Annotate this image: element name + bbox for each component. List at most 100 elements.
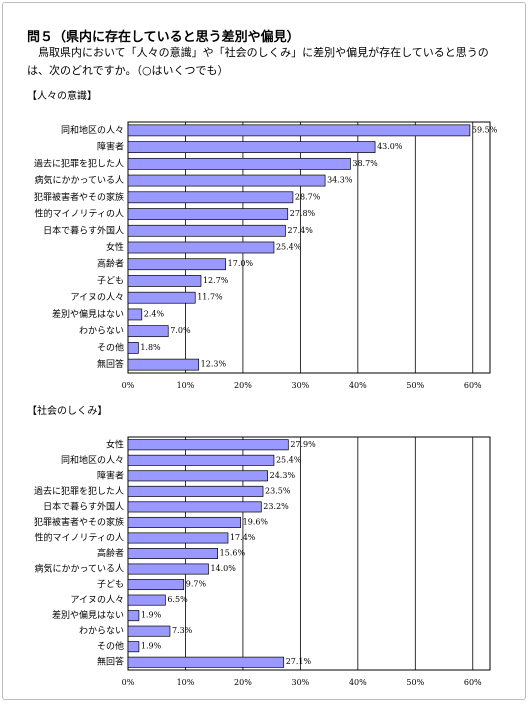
category-label: 子ども (97, 275, 124, 286)
x-tick-label: 50% (406, 381, 424, 390)
bar (127, 579, 185, 591)
bar (127, 342, 139, 354)
value-label: 6.5% (167, 595, 188, 604)
bar (127, 308, 143, 321)
bar (127, 454, 275, 466)
x-tick-label: 20% (234, 381, 252, 390)
x-tick-label: 20% (234, 678, 252, 687)
bar (127, 610, 140, 622)
category-label: 障害者 (97, 469, 124, 481)
bar (127, 241, 275, 254)
x-tick-label: 60% (464, 678, 482, 687)
category-label: 日本で暮らす外国人 (43, 224, 124, 236)
category-label: わからない (79, 626, 124, 637)
category-label: 同和地区の人々 (61, 454, 124, 466)
category-label: 同和地区の人々 (61, 124, 124, 136)
bar (127, 485, 264, 497)
category-label: 日本で暮らす外国人 (43, 500, 124, 512)
bar (127, 625, 171, 637)
category-label: わからない (79, 326, 124, 337)
x-tick-label: 40% (349, 678, 367, 687)
bar (127, 501, 262, 513)
category-label: 病気にかかっている人 (34, 563, 124, 575)
x-tick-label: 0% (122, 678, 135, 687)
category-label: 犯罪被害者やその家族 (34, 191, 124, 203)
value-label: 17.4% (230, 533, 256, 542)
value-label: 14.0% (210, 564, 236, 573)
value-label: 1.9% (141, 642, 162, 651)
bar (127, 157, 351, 170)
value-label: 27.9% (290, 440, 316, 449)
bar (127, 563, 209, 575)
category-label: 性的マイノリティの人 (35, 531, 124, 543)
category-label: 病気にかかっている人 (34, 174, 124, 186)
section-title: 【社会のしくみ】 (27, 404, 107, 417)
value-label: 23.5% (265, 486, 291, 495)
value-label: 43.0% (377, 142, 403, 151)
bar (127, 291, 196, 304)
value-label: 9.7% (186, 580, 207, 589)
value-label: 23.2% (263, 502, 289, 511)
bar (127, 141, 376, 153)
value-label: 38.7% (352, 159, 378, 168)
category-label: 犯罪被害者やその家族 (34, 516, 124, 528)
value-label: 25.4% (276, 243, 302, 252)
category-label: 過去に犯罪を犯した人 (34, 157, 124, 169)
bar (127, 656, 285, 668)
category-label: 差別や偏見はない (52, 308, 124, 320)
value-label: 25.4% (276, 455, 302, 464)
category-label: アイヌの人々 (70, 292, 124, 303)
value-label: 15.6% (220, 549, 246, 558)
bar (127, 470, 268, 482)
bar (127, 594, 166, 606)
value-label: 17.0% (228, 259, 254, 268)
bar (127, 358, 200, 371)
value-label: 27.1% (286, 657, 312, 666)
value-label: 27.8% (290, 209, 316, 218)
category-label: 過去に犯罪を犯した人 (34, 485, 124, 497)
question-text: 鳥取県内において「人々の意識」や「社会のしくみ」に差別や偏見が存在していると思う… (27, 46, 489, 77)
value-label: 12.7% (203, 276, 229, 285)
bar (127, 124, 471, 137)
bar (127, 258, 227, 271)
value-label: 28.7% (295, 192, 321, 201)
category-label: 女性 (106, 241, 124, 253)
category-label: 高齢者 (97, 258, 124, 270)
value-label: 7.0% (170, 326, 191, 335)
bar (127, 208, 289, 220)
value-label: 7.3% (172, 626, 193, 635)
bar (127, 275, 202, 287)
section-title: 【人々の意識】 (27, 89, 97, 102)
value-label: 11.7% (197, 293, 223, 302)
value-label: 1.8% (140, 343, 161, 352)
category-label: 子ども (97, 579, 124, 590)
x-tick-label: 10% (177, 678, 195, 687)
x-tick-label: 0% (122, 381, 135, 390)
bar (127, 532, 229, 544)
x-tick-label: 60% (464, 381, 482, 390)
value-label: 34.3% (327, 176, 353, 185)
value-label: 59.5% (472, 125, 498, 134)
category-label: 差別や偏見はない (52, 609, 124, 621)
bar (127, 224, 286, 237)
bar (127, 641, 140, 653)
page-title: 問５（県内に存在していると思う差別や偏見） (27, 30, 300, 45)
bar (127, 516, 241, 528)
x-tick-label: 10% (177, 381, 195, 390)
category-label: その他 (97, 341, 124, 353)
bar (127, 439, 289, 451)
category-label: 無回答 (97, 656, 124, 668)
x-tick-label: 30% (291, 381, 309, 390)
category-label: 無回答 (97, 358, 124, 370)
x-tick-label: 30% (291, 678, 309, 687)
category-label: 性的マイノリティの人 (35, 208, 124, 220)
value-label: 24.3% (270, 471, 296, 480)
x-tick-label: 40% (349, 381, 367, 390)
bar (127, 191, 294, 204)
category-label: 障害者 (97, 141, 124, 153)
value-label: 12.3% (201, 360, 227, 369)
value-label: 2.4% (144, 309, 165, 318)
